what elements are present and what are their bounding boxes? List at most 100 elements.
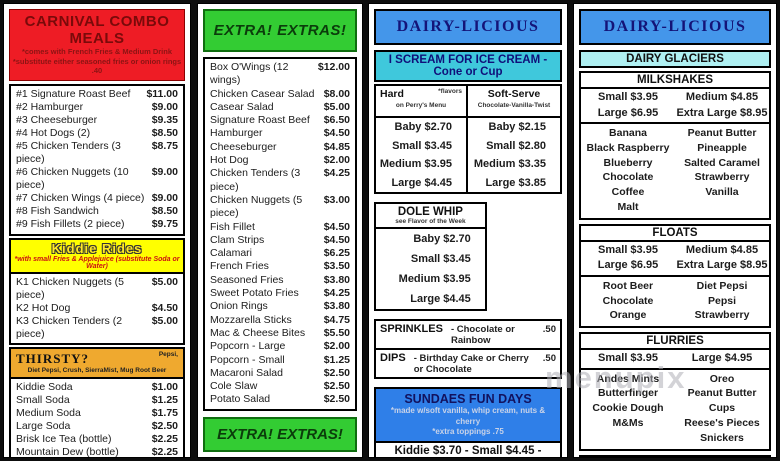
size-price: Small $3.45 — [392, 139, 452, 152]
item-name: Chicken Casear Salad — [210, 87, 315, 100]
hard-column-header: Hard *flavors on Perry's Menu — [376, 86, 466, 118]
dairylicious-header: DAIRY-LICIOUS — [579, 9, 771, 45]
menu-item: French Fries $3.50 — [210, 260, 350, 273]
specialties-section: SPECIALTIES Banana Split $6.00 Brownie S… — [579, 454, 771, 457]
price: Small $3.95 — [598, 243, 658, 256]
price: Small $3.95 — [598, 91, 658, 103]
dole-whip-subtitle: see Flavor of the Week — [395, 218, 466, 225]
flavor: Pepsi — [707, 294, 736, 307]
dips-row: DIPS - Birthday Cake or Cherry or Chocol… — [376, 348, 560, 377]
item-name: Chicken Nuggets (5 piece) — [210, 193, 303, 220]
panel-dairylicious-icecream: DAIRY-LICIOUS I SCREAM FOR ICE CREAM - C… — [368, 3, 568, 458]
flavor: Chocolate — [602, 171, 654, 184]
sundaes-prices: Kiddie $3.70 - Small $4.45 - Large $8.75 — [374, 442, 562, 457]
menu-item: #6 Chicken Nuggets (10 piece) $9.00 — [16, 166, 178, 192]
carnival-header: CARNIVAL COMBO MEALS *comes with French … — [9, 9, 185, 81]
menu-item: Macaroni Salad $2.50 — [210, 367, 350, 380]
item-price: $3.80 — [323, 300, 350, 313]
menu-item: Chicken Casear Salad $8.00 — [210, 88, 350, 101]
menu-item: K2 Hot Dog $4.50 — [16, 302, 178, 315]
flurries-prices: Small $3.95 Large $4.95 — [581, 350, 769, 370]
milkshakes-title: MILKSHAKES — [581, 73, 769, 89]
item-name: French Fries — [210, 260, 269, 273]
sundaes-subtitle-1: *made w/soft vanilla, whip cream, nuts &… — [390, 406, 546, 426]
item-name: Chicken Tenders (3 piece) — [210, 167, 301, 193]
thirsty-subtitle: Diet Pepsi, Crush, SierraMist, Mug Root … — [27, 367, 167, 374]
flavor-column-left: Banana Black Raspberry Blueberry Chocola… — [581, 126, 675, 215]
carnival-subtitle-1: *comes with French Fries & Medium Drink — [21, 47, 173, 56]
item-price: $4.50 — [323, 233, 350, 246]
flavor: Salted Caramel — [684, 156, 760, 169]
item-name: #4 Hot Dogs (2) — [16, 126, 91, 139]
price: Large $6.95 — [597, 106, 659, 119]
item-price: $1.25 — [151, 394, 178, 407]
price: Medium $4.85 — [685, 243, 759, 256]
sprinkles-row: SPRINKLES - Chocolate or Rainbow .50 — [376, 321, 560, 348]
flavor: Reese's Pieces — [684, 417, 760, 430]
item-name: Mozzarella Sticks — [210, 313, 292, 326]
item-price: $1.00 — [151, 381, 178, 393]
flavor: Malt — [617, 200, 639, 213]
item-price: $8.50 — [151, 126, 178, 139]
flavor-column-left: Andes Mints Butterfinger Cookie Dough M&… — [581, 372, 675, 446]
item-name: #3 Cheeseburger — [16, 113, 98, 126]
item-price: $2.25 — [151, 446, 178, 458]
item-name: Mountain Dew (bottle) — [16, 446, 119, 458]
item-price: $2.00 — [323, 154, 350, 167]
menu-item: Brisk Ice Tea (bottle) $2.25 — [16, 433, 178, 446]
item-name: K3 Chicken Tenders (2 piece) — [16, 314, 123, 340]
extras-footer: EXTRA! EXTRAS! — [203, 417, 357, 452]
size-price: Large $3.85 — [485, 176, 546, 189]
item-name: #9 Fish Fillets (2 piece) — [16, 218, 125, 231]
extras-header: EXTRA! EXTRAS! — [203, 9, 357, 52]
menu-item: Chicken Nuggets (5 piece) $3.00 — [210, 194, 350, 221]
item-price: $5.00 — [151, 314, 178, 327]
item-name: Onion Rings — [210, 300, 268, 313]
menu-item: Cole Slaw $2.50 — [210, 380, 350, 393]
item-price: $4.25 — [323, 167, 350, 180]
flavor: Oreo — [709, 372, 735, 385]
item-price: $6.50 — [323, 114, 350, 127]
item-name: Calamari — [210, 247, 253, 260]
flavor: Diet Pepsi — [696, 279, 748, 292]
item-name: #5 Chicken Tenders (3 piece) — [16, 139, 121, 165]
dairylicious-header: DAIRY-LICIOUS — [374, 9, 562, 45]
hard-column: Hard *flavors on Perry's Menu Baby $2.70… — [376, 86, 468, 192]
soft-column-header: Soft-Serve Chocolate-Vanilla-Twist — [468, 86, 560, 118]
size-price: Small $3.45 — [410, 253, 471, 265]
toppings-box: SPRINKLES - Chocolate or Rainbow .50 DIP… — [374, 319, 562, 379]
item-name: Signature Roast Beef — [210, 114, 310, 127]
item-price: $4.50 — [323, 127, 350, 140]
item-name: Cole Slaw — [210, 380, 258, 393]
hard-note-2: on Perry's Menu — [395, 102, 447, 109]
item-price: $8.00 — [323, 87, 350, 100]
price: Small $3.95 — [598, 352, 658, 365]
item-name: Popcorn - Small — [210, 353, 285, 366]
hard-note: *flavors — [438, 88, 462, 95]
item-name: K1 Chicken Nuggets (5 piece) — [16, 275, 124, 301]
flavor-column-right: Oreo Peanut Butter Cups Reese's Pieces S… — [675, 372, 769, 446]
item-name: Large Soda — [16, 420, 71, 433]
size-price: Medium $3.95 — [398, 273, 471, 285]
thirsty-brand: Pepsi, — [158, 351, 178, 358]
item-price: $3.80 — [323, 273, 350, 286]
flavor: Cookie Dough — [592, 402, 664, 415]
flavor: M&Ms — [612, 417, 644, 430]
specialties-title: SPECIALTIES — [581, 456, 769, 457]
item-price: $8.50 — [151, 205, 178, 218]
item-name: Hot Dog — [210, 154, 249, 167]
flavor: Strawberry — [694, 309, 750, 322]
flavor: Peanut Butter Cups — [687, 387, 757, 415]
kiddie-rides-header: Kiddie Rides *with small Fries & Appleju… — [9, 237, 185, 272]
menu-item: Chicken Tenders (3 piece) $4.25 — [210, 167, 350, 194]
item-name: Potato Salad — [210, 393, 271, 406]
item-price: $6.25 — [323, 247, 350, 260]
item-price: $5.00 — [151, 275, 178, 288]
item-name: #6 Chicken Nuggets (10 piece) — [16, 166, 129, 192]
menu-item: Popcorn - Large $2.00 — [210, 340, 350, 353]
flavor: Vanilla — [705, 186, 739, 199]
item-name: Small Soda — [16, 394, 70, 407]
menu-item: Hamburger $4.50 — [210, 127, 350, 140]
flavor: Orange — [609, 309, 647, 322]
sundaes-subtitle-2: *extra toppings .75 — [432, 427, 504, 436]
